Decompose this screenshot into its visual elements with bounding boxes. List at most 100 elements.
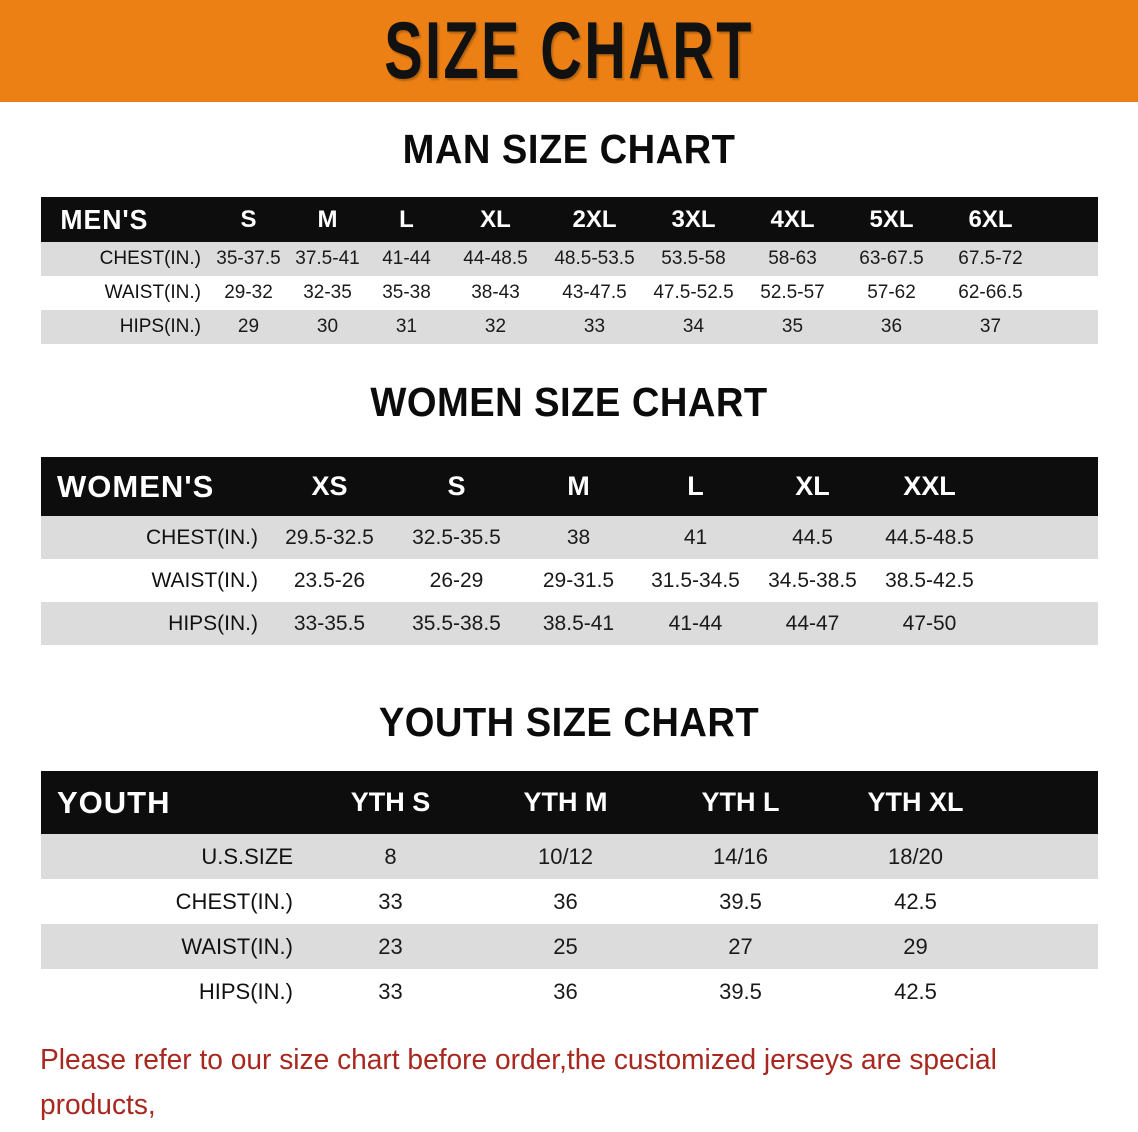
table-cell-spacer xyxy=(988,559,1098,602)
table-cell: 58-63 xyxy=(768,248,817,269)
man-row-label: CHEST(IN.) xyxy=(99,248,201,269)
table-cell: 26-29 xyxy=(429,568,484,592)
table-row: WAIST(IN.) 29-32 32-35 35-38 38-43 43-47… xyxy=(41,276,1098,310)
table-cell: 27 xyxy=(728,933,753,959)
table-cell: 44.5-48.5 xyxy=(885,525,974,549)
table-row: CHEST(IN.) 33 36 39.5 42.5 xyxy=(41,879,1098,924)
table-cell: 23.5-26 xyxy=(293,568,366,592)
table-cell-spacer xyxy=(1003,879,1098,924)
disclaimer-line-1: Please refer to our size chart before or… xyxy=(40,1044,997,1121)
man-col-header: L xyxy=(399,205,414,233)
table-cell: 33 xyxy=(583,316,606,337)
table-cell: 41 xyxy=(683,525,708,549)
youth-row-label: HIPS(IN.) xyxy=(198,978,293,1004)
disclaimer-text: Please refer to our size chart before or… xyxy=(40,1038,1068,1132)
women-col-header: XL xyxy=(795,471,830,501)
table-cell: 62-66.5 xyxy=(958,282,1023,303)
table-cell: 33 xyxy=(378,888,403,914)
table-cell: 36 xyxy=(553,888,578,914)
youth-row-label: U.S.SIZE xyxy=(201,843,293,869)
table-cell: 33 xyxy=(378,978,403,1004)
table-row: CHEST(IN.) 35-37.5 37.5-41 41-44 44-48.5… xyxy=(41,242,1098,276)
table-cell: 10/12 xyxy=(537,843,594,869)
youth-size-table: YOUTH YTH S YTH M YTH L YTH XL U.S.SIZE … xyxy=(41,771,1098,1014)
table-cell: 57-62 xyxy=(867,282,916,303)
women-col-header: M xyxy=(567,471,590,501)
youth-col-header: YTH M xyxy=(523,787,608,817)
table-row: HIPS(IN.) 33 36 39.5 42.5 xyxy=(41,969,1098,1014)
table-cell: 42.5 xyxy=(894,888,937,914)
table-cell: 38 xyxy=(566,525,591,549)
table-cell: 29-31.5 xyxy=(542,568,615,592)
table-cell: 44.5 xyxy=(792,525,833,549)
table-cell-spacer xyxy=(1003,924,1098,969)
table-row: U.S.SIZE 8 10/12 14/16 18/20 xyxy=(41,834,1098,879)
table-row: WAIST(IN.) 23.5-26 26-29 29-31.5 31.5-34… xyxy=(41,559,1098,602)
table-cell-spacer xyxy=(988,602,1098,645)
page-banner: SIZE CHART xyxy=(0,0,1138,102)
table-cell: 29 xyxy=(903,933,928,959)
man-col-header: 4XL xyxy=(770,205,815,233)
table-cell: 35 xyxy=(781,316,804,337)
youth-header-label: YOUTH xyxy=(57,784,171,820)
youth-table-header-row: YOUTH YTH S YTH M YTH L YTH XL xyxy=(41,771,1098,834)
man-size-table: MEN'S S M L XL 2XL 3XL 4XL 5XL 6XL CHEST… xyxy=(41,197,1098,344)
page-title: SIZE CHART xyxy=(384,6,754,96)
table-cell: 43-47.5 xyxy=(562,282,627,303)
table-cell: 31 xyxy=(395,316,418,337)
man-header-spacer xyxy=(1040,197,1098,242)
table-cell: 42.5 xyxy=(894,978,937,1004)
women-row-label: WAIST(IN.) xyxy=(151,568,258,592)
women-col-header: XXL xyxy=(903,471,956,501)
women-col-header: L xyxy=(687,471,704,501)
youth-col-header: YTH S xyxy=(350,787,431,817)
table-cell: 14/16 xyxy=(712,843,769,869)
table-cell: 44-47 xyxy=(785,611,840,635)
table-cell: 30 xyxy=(316,316,339,337)
table-cell: 67.5-72 xyxy=(958,248,1023,269)
table-cell: 35.5-38.5 xyxy=(412,611,501,635)
table-row: HIPS(IN.) 33-35.5 35.5-38.5 38.5-41 41-4… xyxy=(41,602,1098,645)
man-col-header: M xyxy=(317,205,338,233)
man-header-label: MEN'S xyxy=(60,203,149,235)
table-cell-spacer xyxy=(1040,276,1098,310)
table-cell: 25 xyxy=(553,933,578,959)
table-cell: 44-48.5 xyxy=(463,248,528,269)
table-cell: 37.5-41 xyxy=(295,248,360,269)
table-cell: 8 xyxy=(384,843,397,869)
women-header-spacer xyxy=(988,457,1098,516)
women-header-label: WOMEN'S xyxy=(57,468,215,504)
man-col-header: 6XL xyxy=(968,205,1013,233)
man-col-header: 2XL xyxy=(572,205,617,233)
table-cell: 53.5-58 xyxy=(661,248,726,269)
disclaimer-line-2: we don't accept cancel, change, teturn o… xyxy=(40,1128,1068,1132)
youth-row-label: WAIST(IN.) xyxy=(181,933,293,959)
women-section-heading: WOMEN SIZE CHART xyxy=(370,379,768,425)
table-cell-spacer xyxy=(988,516,1098,559)
youth-row-label: CHEST(IN.) xyxy=(175,888,293,914)
table-cell-spacer xyxy=(1003,969,1098,1014)
table-cell: 48.5-53.5 xyxy=(554,248,635,269)
table-cell-spacer xyxy=(1040,242,1098,276)
table-cell: 35-37.5 xyxy=(216,248,281,269)
man-section-heading: MAN SIZE CHART xyxy=(402,126,736,172)
table-cell: 34 xyxy=(682,316,705,337)
youth-section-heading: YOUTH SIZE CHART xyxy=(378,699,760,745)
youth-col-header: YTH L xyxy=(701,787,780,817)
table-cell: 35-38 xyxy=(382,282,431,303)
table-cell: 41-44 xyxy=(668,611,723,635)
man-col-header: S xyxy=(240,205,257,233)
table-cell: 32.5-35.5 xyxy=(412,525,501,549)
table-cell: 36 xyxy=(553,978,578,1004)
table-cell: 38-43 xyxy=(471,282,520,303)
table-cell: 29-32 xyxy=(224,282,273,303)
man-row-label: HIPS(IN.) xyxy=(119,316,201,337)
women-size-table: WOMEN'S XS S M L XL XXL CHEST(IN.) 29.5-… xyxy=(41,457,1098,645)
table-cell: 41-44 xyxy=(382,248,431,269)
table-cell: 18/20 xyxy=(887,843,944,869)
man-row-label: WAIST(IN.) xyxy=(104,282,201,303)
youth-col-header: YTH XL xyxy=(867,787,964,817)
table-cell: 31.5-34.5 xyxy=(651,568,740,592)
women-row-label: CHEST(IN.) xyxy=(146,525,258,549)
women-table-header-row: WOMEN'S XS S M L XL XXL xyxy=(41,457,1098,516)
